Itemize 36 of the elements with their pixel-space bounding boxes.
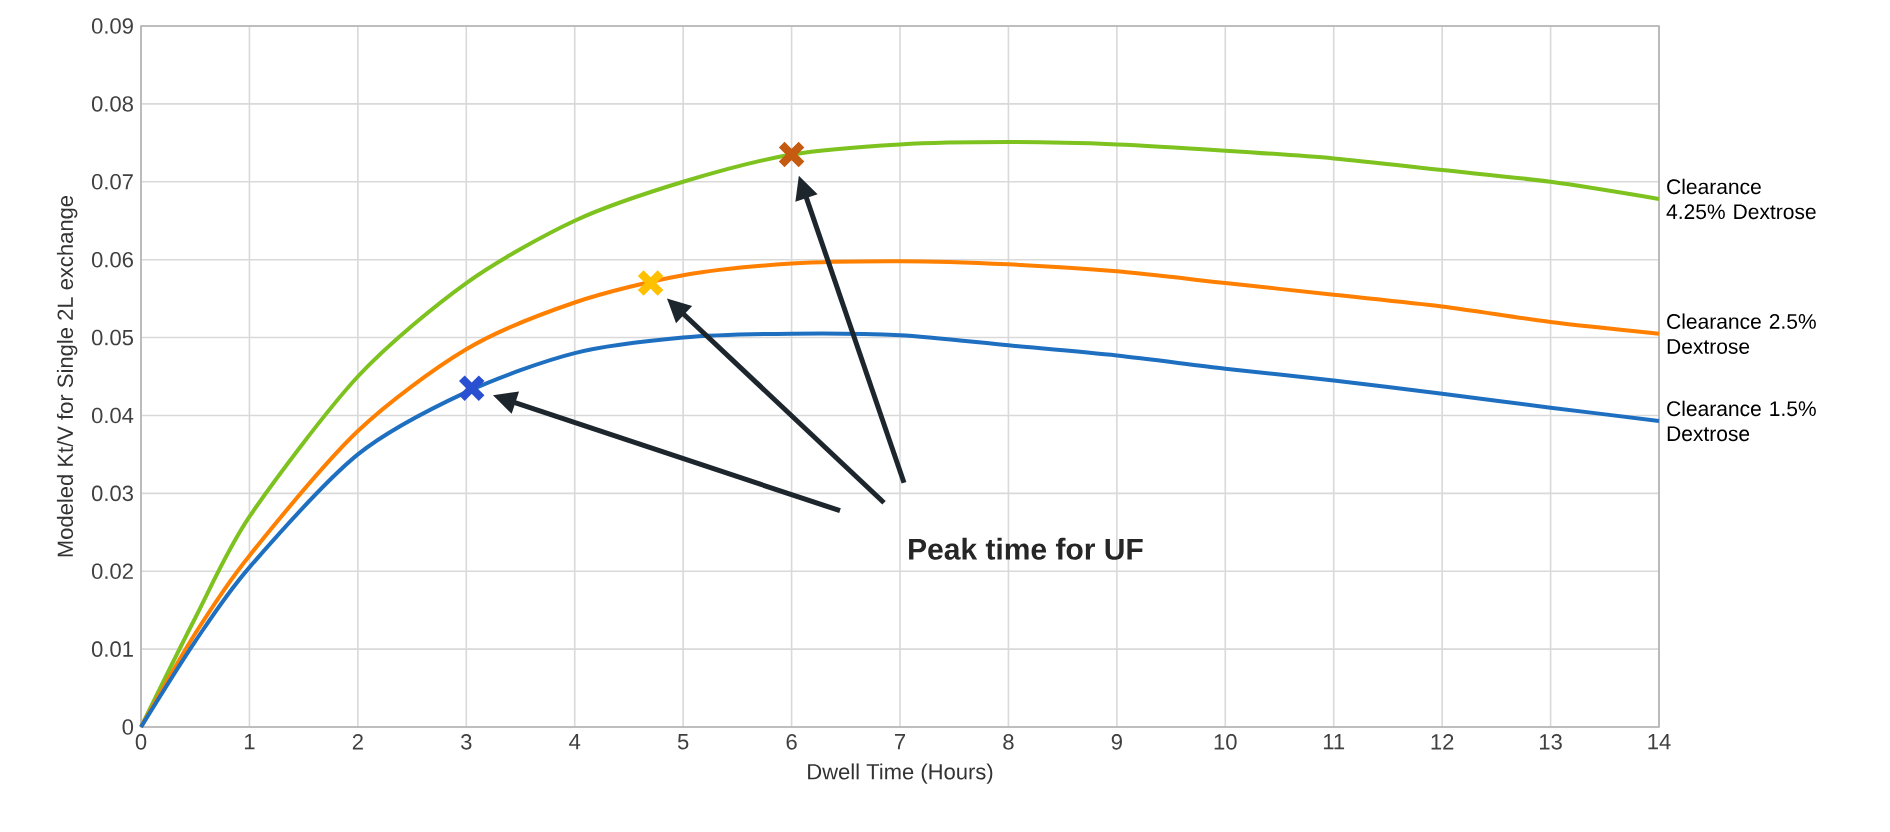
y-tick-label: 0.07 (91, 174, 133, 190)
y-tick-label: 0 (122, 719, 134, 735)
x-tick-label: 6 (786, 734, 797, 750)
y-tick-label: 0.05 (91, 329, 133, 346)
y-tick-label: 0.04 (91, 407, 134, 424)
series-label: Clearance 2.5% Dextrose (1667, 313, 1816, 354)
x-tick-label: 1 (244, 734, 255, 750)
y-tick-label: 0.09 (91, 18, 133, 34)
x-tick-label: 7 (895, 734, 906, 750)
y-axis-title: Modeled Kt/V for Single 2L exchange (56, 195, 78, 557)
y-tick-label: 0.03 (91, 485, 133, 502)
y-tick-label: 0.06 (91, 251, 133, 268)
x-tick-label: 4 (569, 734, 581, 750)
y-tick-label: 0.08 (91, 96, 133, 112)
x-tick-label: 13 (1540, 734, 1562, 750)
point (457, 374, 486, 403)
line-series (139, 331, 1662, 729)
x-tick-label: 12 (1431, 734, 1454, 750)
x-tick-label: 10 (1214, 734, 1237, 750)
x-tick-label: 5 (677, 734, 689, 750)
x-tick-label: 2 (352, 734, 363, 750)
x-tick-label: 0 (135, 734, 147, 750)
point (636, 269, 665, 297)
series-label: Clearance 4.25% Dextrose (1666, 178, 1816, 220)
x-tick-label: 8 (1003, 734, 1014, 750)
annotation: Peak time for UF (909, 537, 1143, 560)
x-tick-label: 14 (1648, 734, 1671, 750)
y-tick-label: 0.02 (91, 563, 133, 580)
y-tick-label: 0.01 (91, 641, 133, 657)
x-tick-label: 11 (1323, 734, 1345, 750)
point (777, 140, 806, 169)
x-tick-label: 9 (1111, 734, 1122, 750)
series-label: Clearance 1.5% Dextrose (1667, 400, 1816, 442)
x-axis-title: Dwell Time (Hours) (808, 763, 993, 784)
x-tick-label: 3 (461, 734, 472, 750)
line-series (139, 140, 1662, 729)
